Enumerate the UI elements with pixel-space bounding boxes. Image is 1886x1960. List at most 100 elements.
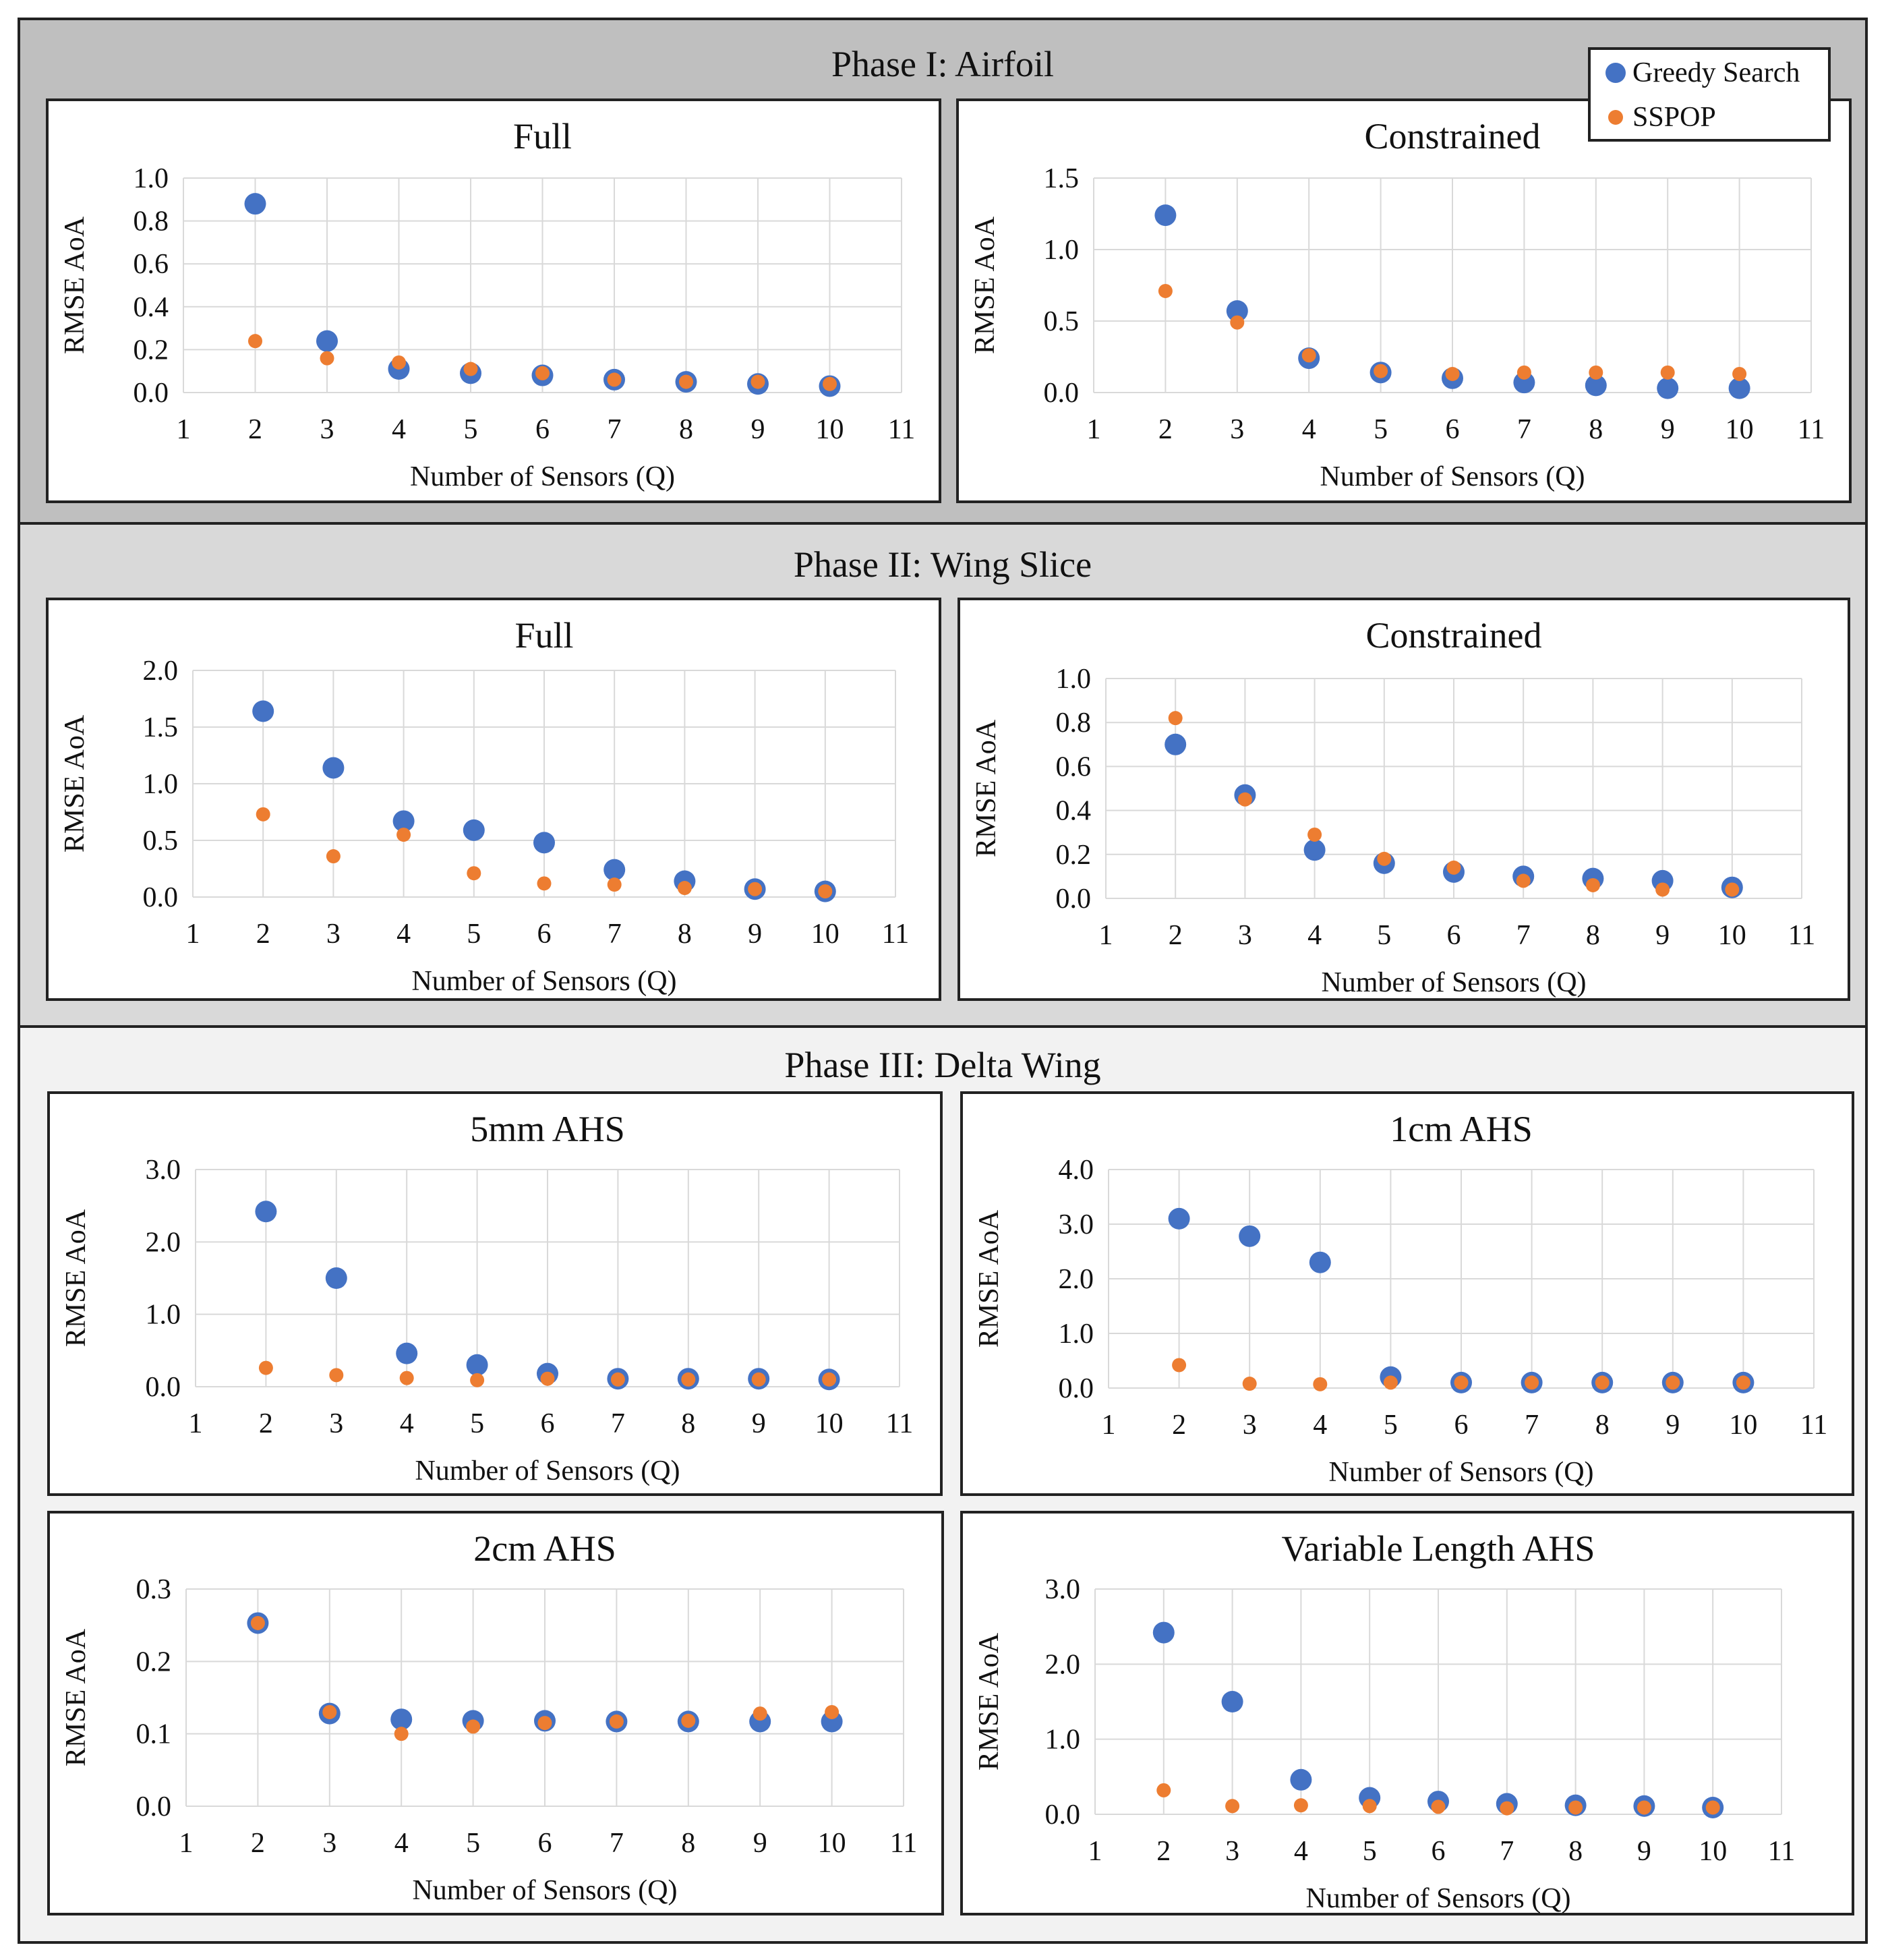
y-axis-label: RMSE AoA [61,1209,92,1347]
phase-1-title: Phase I: Airfoil [831,44,1054,84]
x-tick-label: 6 [541,1408,555,1439]
greedy-search-point [1154,204,1177,227]
sspop-point [1313,1377,1328,1391]
sspop-point [1585,877,1600,892]
y-tick-label: 1.0 [1045,1725,1081,1756]
greedy-search-point [533,832,555,854]
x-tick-label: 11 [1768,1836,1795,1867]
y-tick-label: 0.0 [136,1791,172,1822]
greedy-search-point [466,1354,488,1376]
legend-item-greedy: Greedy Search [1605,57,1800,89]
sspop-point [681,1713,696,1728]
chart-svg: 0.0 0.1 0.2 0.3 1 2 3 4 5 6 7 8 9 10 11 2cm AHS Number o… [61,1528,917,1906]
x-tick-label: 9 [1655,920,1670,951]
y-tick-label: 3.0 [146,1155,181,1186]
x-tick-label: 7 [611,1408,625,1439]
x-tick-label: 10 [815,1408,844,1439]
x-tick-label: 9 [1661,414,1675,445]
sspop-point [1237,792,1252,807]
sspop-point [1525,1375,1539,1390]
sspop-point [322,1704,337,1719]
x-axis-label: Number of Sensors (Q) [1305,1883,1570,1914]
y-tick-label: 1.0 [134,163,169,194]
greedy-search-point [396,1342,418,1364]
x-tick-label: 5 [1363,1836,1377,1867]
greedy-marker-icon [1605,63,1626,83]
x-tick-label: 2 [251,1828,265,1859]
y-tick-label: 0.0 [1059,1373,1094,1404]
x-tick-label: 10 [1718,920,1746,951]
x-tick-label: 11 [890,1828,917,1859]
sspop-point [818,884,833,899]
x-tick-label: 11 [888,414,915,445]
x-tick-label: 3 [326,919,341,950]
x-tick-label: 10 [811,919,839,950]
chart-svg: 0.0 0.2 0.4 0.6 0.8 1.0 1 2 3 4 5 6 7 8 9 10 11 Full Numbe… [59,116,915,492]
x-axis-label: Number of Sensors (Q) [1328,1457,1593,1488]
greedy-search-point [325,1267,347,1289]
y-tick-label: 1.0 [1056,664,1092,695]
y-axis-label: RMSE AoA [971,719,1002,857]
sspop-point [1500,1801,1514,1816]
sspop-point [1307,827,1322,842]
x-tick-label: 4 [1302,414,1316,445]
y-tick-label: 0.2 [1056,840,1092,871]
chart-phase1-constrained: 0.0 0.5 1.0 1.5 1 2 3 4 5 6 7 8 9 10 11 Constrained Numb… [956,98,1852,503]
x-axis-label: Number of Sensors (Q) [410,461,675,492]
sspop-marker-icon [1608,110,1623,125]
x-tick-label: 10 [1699,1836,1727,1867]
greedy-search-point [1513,372,1535,394]
x-tick-label: 5 [1384,1410,1398,1441]
x-tick-label: 6 [1447,920,1461,951]
greedy-search-point [252,700,274,722]
sspop-point [609,1714,624,1729]
greedy-search-point [1239,1225,1261,1247]
sspop-point [537,1716,552,1731]
chart-phase2-full: 0.0 0.5 1.0 1.5 2.0 1 2 3 4 5 6 7 8 9 10 11 Full Number o… [46,598,941,1001]
sspop-point [607,372,622,387]
sspop-point [1736,1375,1750,1390]
sspop-point [1589,365,1603,380]
x-tick-label: 6 [537,919,552,950]
y-tick-label: 0.0 [1045,1799,1081,1831]
x-tick-label: 9 [753,1828,767,1859]
x-tick-label: 10 [1729,1410,1757,1441]
chart-svg: 0.0 0.5 1.0 1.5 2.0 1 2 3 4 5 6 7 8 9 10 11 Full Number o… [59,615,909,997]
chart-phase1-full: 0.0 0.2 0.4 0.6 0.8 1.0 1 2 3 4 5 6 7 8 9 10 11 Full Numbe… [46,98,941,503]
y-axis-label: RMSE AoA [970,216,1001,354]
legend: Greedy Search SSPOP [1588,47,1831,142]
sspop-point [753,1706,767,1721]
y-tick-label: 0.0 [146,1372,181,1403]
y-tick-label: 2.0 [1045,1649,1081,1680]
x-tick-label: 7 [608,414,622,445]
greedy-search-point [316,330,338,352]
sspop-point [394,1727,409,1741]
x-tick-label: 3 [322,1828,336,1859]
y-tick-label: 0.0 [134,378,169,409]
x-tick-label: 7 [1500,1836,1514,1867]
greedy-search-point [1168,1207,1190,1230]
x-tick-label: 9 [748,919,762,950]
sspop-point [1725,882,1740,897]
greedy-search-point [1290,1768,1312,1791]
chart-phase3-variable-length-ahs: 0.0 1.0 2.0 3.0 1 2 3 4 5 6 7 8 9 10 11 Variable Length… [960,1511,1854,1915]
y-tick-label: 0.4 [134,292,169,323]
sspop-point [751,1372,766,1387]
x-tick-label: 1 [186,919,200,950]
y-axis-label: RMSE AoA [974,1632,1005,1770]
sspop-point [463,362,478,376]
sspop-point [320,351,334,366]
greedy-search-point [1728,377,1750,399]
y-tick-label: 0.5 [143,826,179,857]
x-tick-label: 10 [816,414,844,445]
y-tick-label: 0.6 [1056,751,1092,782]
greedy-search-point [1303,839,1326,861]
sspop-point [1595,1375,1610,1390]
x-tick-label: 3 [329,1408,343,1439]
y-axis-label: RMSE AoA [59,714,90,853]
x-axis-label: Number of Sensors (Q) [411,966,676,997]
x-tick-label: 3 [1225,1836,1239,1867]
chart-title: Constrained [1365,116,1541,156]
x-tick-label: 8 [1589,414,1603,445]
sspop-point [1516,873,1531,888]
